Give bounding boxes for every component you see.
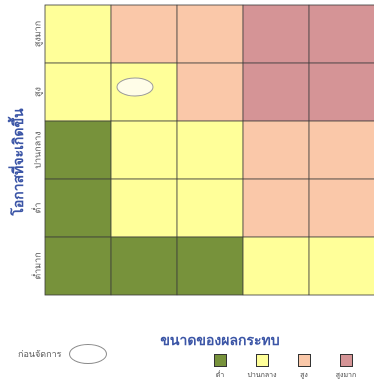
matrix-cell <box>308 178 374 238</box>
matrix-cell <box>44 120 112 180</box>
legend-item-very-high: สูงมาก <box>332 354 360 381</box>
matrix-cell <box>308 236 374 296</box>
matrix-cell <box>44 178 112 238</box>
matrix-cell <box>242 4 310 64</box>
y-tick-label: ต่ำ <box>31 203 44 214</box>
legend-swatch-medium <box>255 354 269 367</box>
legend-swatch-very-high <box>339 354 353 367</box>
before-treatment-label: ก่อนจัดการ <box>18 350 62 360</box>
y-tick-label: ต่ำมาก <box>31 252 44 279</box>
matrix-cell <box>242 178 310 238</box>
legend-label-high: สูง <box>300 371 308 379</box>
legend-item-low: ต่ำ <box>206 354 234 381</box>
risk-matrix-chart: ต่ำมาก ต่ำ ปานกลาง สูง สูงมาก สูงมากสูงปานกล… <box>31 4 374 296</box>
matrix-cell <box>176 62 244 122</box>
y-tick-label: ปานกลาง <box>34 131 44 168</box>
matrix-cell <box>242 62 310 122</box>
matrix-cells <box>44 4 374 296</box>
before-treatment-marker <box>116 77 154 97</box>
matrix-cell <box>242 236 310 296</box>
legend-item-high: สูง <box>290 354 318 381</box>
y-tick-label: สูง <box>34 87 44 97</box>
before-treatment-marker-swatch <box>69 344 108 364</box>
matrix-cell <box>176 4 244 64</box>
matrix-cell <box>110 120 178 180</box>
matrix-cell <box>242 120 310 180</box>
legend-label-medium: ปานกลาง <box>247 371 277 379</box>
matrix-cell <box>44 4 112 64</box>
x-axis-title: ขนาดของผลกระทบ <box>160 333 280 349</box>
matrix-cell <box>308 4 374 64</box>
matrix-cell <box>44 236 112 296</box>
matrix-cell <box>110 4 178 64</box>
y-tick-label: สูงมาก <box>34 21 44 47</box>
legend-label-very-high: สูงมาก <box>335 371 357 379</box>
risk-level-legend: ต่ำ ปานกลาง สูง สูงมาก <box>206 354 360 381</box>
legend-swatch-high <box>297 354 311 367</box>
legend-swatch-low <box>213 354 227 367</box>
legend-label-low: ต่ำ <box>215 371 225 379</box>
matrix-cell <box>176 120 244 180</box>
matrix-cell <box>176 178 244 238</box>
y-axis-title: โอกาสที่จะเกิดขึ้น <box>11 108 27 216</box>
matrix-cell <box>110 178 178 238</box>
matrix-cell <box>308 120 374 180</box>
matrix-cell <box>308 62 374 122</box>
marker-layer <box>116 77 154 97</box>
matrix-cell <box>176 236 244 296</box>
legend-item-medium: ปานกลาง <box>247 354 277 381</box>
before-treatment-legend: ก่อนจัดการ <box>18 344 108 364</box>
matrix-cell <box>110 236 178 296</box>
matrix-cell <box>44 62 112 122</box>
